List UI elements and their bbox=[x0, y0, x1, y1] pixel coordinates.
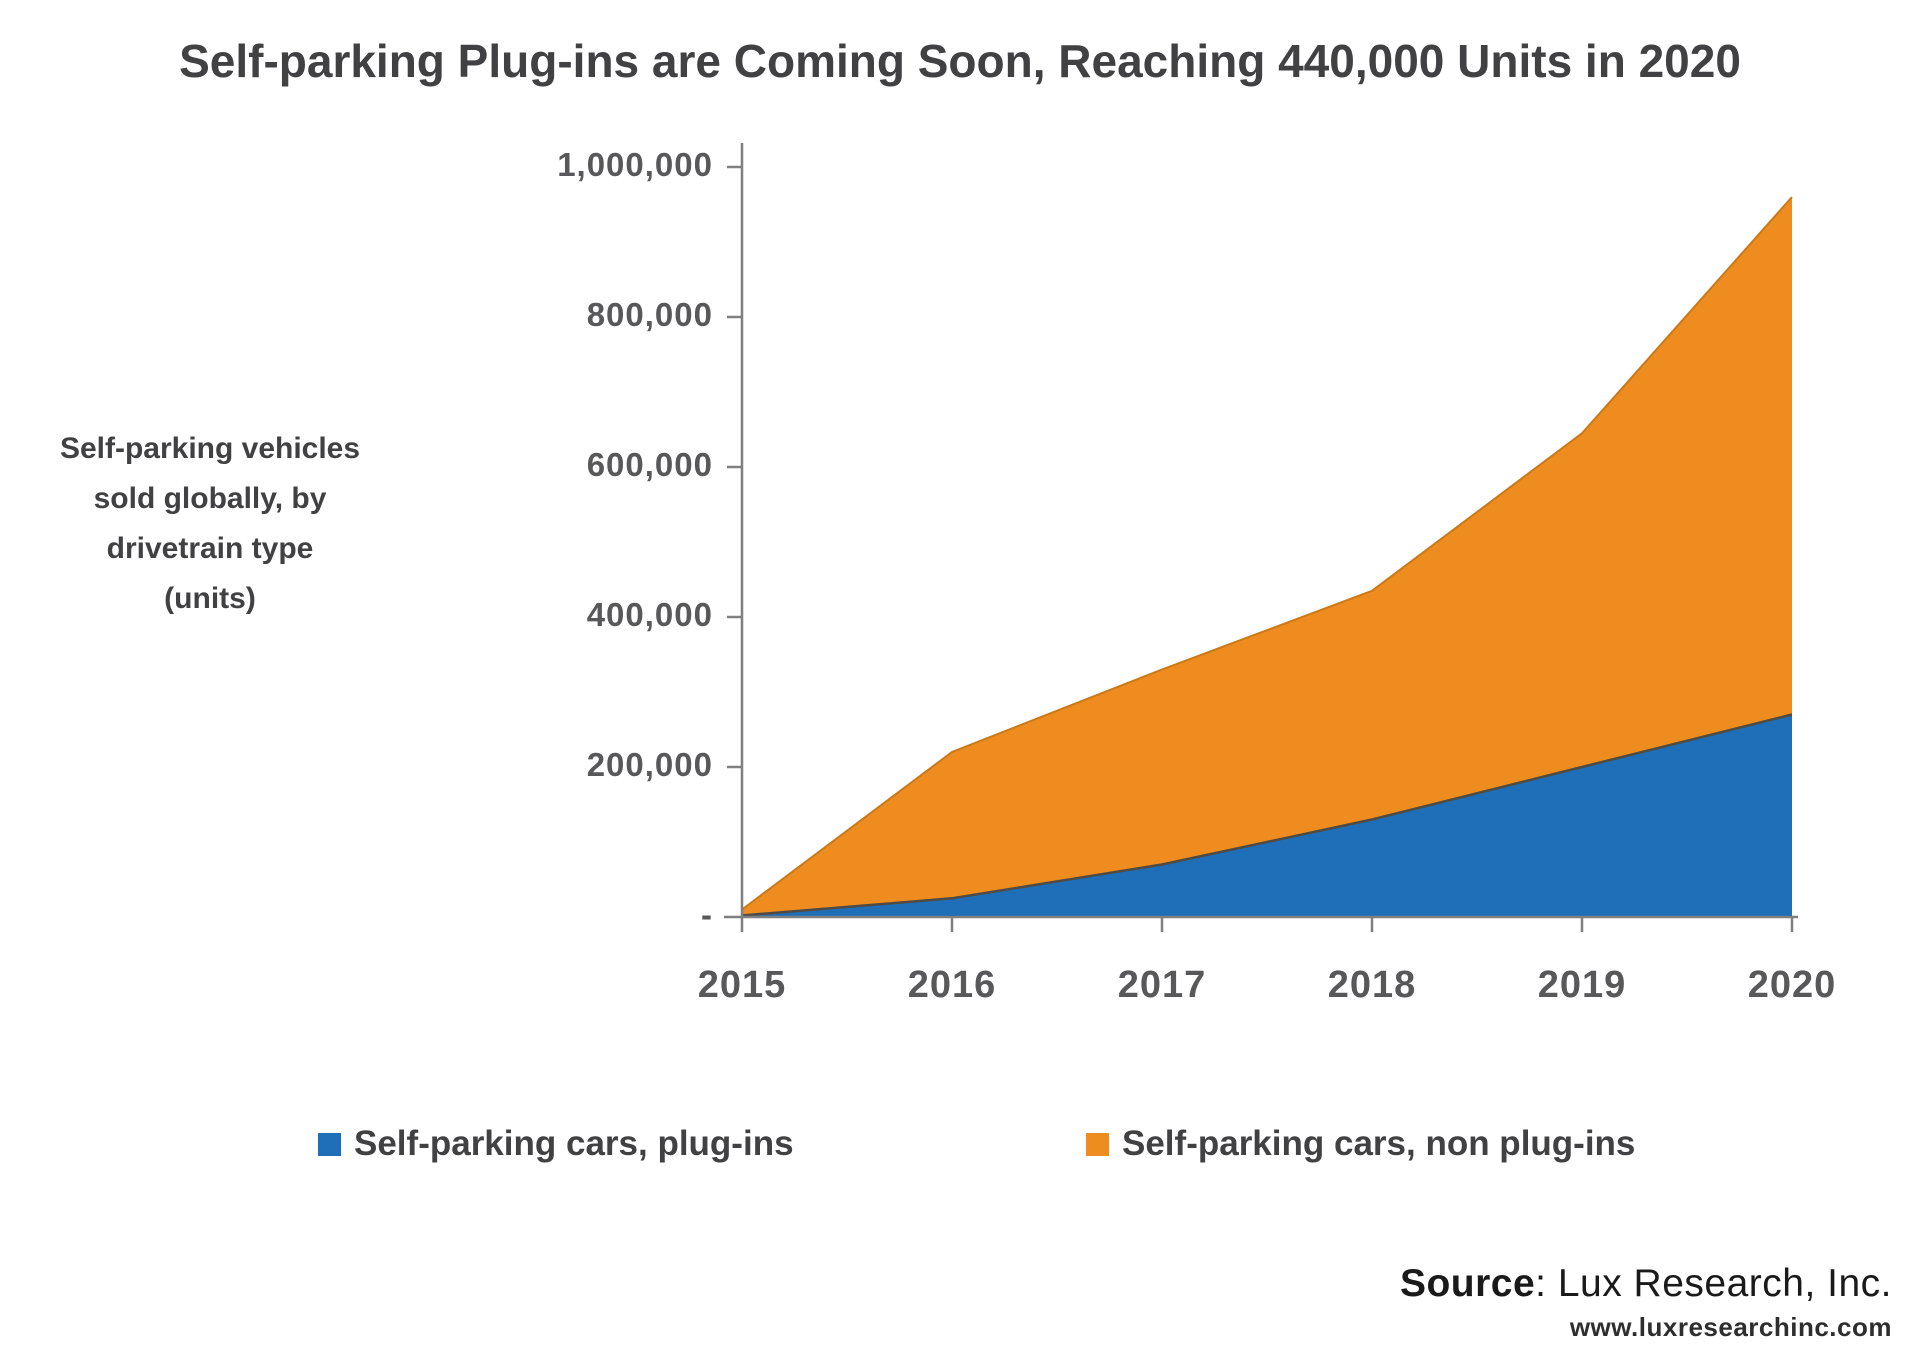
legend-swatch bbox=[318, 1132, 341, 1156]
x-tick-label: 2017 bbox=[1117, 964, 1207, 1006]
y-tick-label: 200,000 bbox=[586, 746, 713, 783]
x-tick-label: 2019 bbox=[1537, 964, 1627, 1006]
legend-label: Self-parking cars, non plug-ins bbox=[1122, 1124, 1636, 1163]
x-tick-label: 2018 bbox=[1327, 964, 1417, 1006]
x-tick-label: 2016 bbox=[907, 964, 997, 1006]
source-attribution: Source: Lux Research, Inc. bbox=[1400, 1262, 1892, 1306]
area-plug-ins bbox=[742, 714, 1792, 917]
legend-item-plug-ins: Self-parking cars, plug-ins bbox=[318, 1124, 794, 1164]
chart-title: Self-parking Plug-ins are Coming Soon, R… bbox=[179, 35, 1741, 87]
legend-item-non-plug-ins: Self-parking cars, non plug-ins bbox=[1086, 1124, 1635, 1164]
series-boundary-line bbox=[741, 713, 1793, 917]
y-axis-title-line: Self-parking vehicles bbox=[59, 432, 361, 465]
source-url: www.luxresearchinc.com bbox=[1569, 1312, 1892, 1342]
y-tick-label: 600,000 bbox=[586, 446, 713, 483]
y-tick-label: 800,000 bbox=[586, 296, 713, 333]
source-text: : Lux Research, Inc. bbox=[1535, 1262, 1892, 1305]
y-tick-label: - bbox=[701, 896, 713, 933]
legend-swatch bbox=[1086, 1132, 1109, 1156]
y-axis-title-line: drivetrain type bbox=[106, 532, 314, 565]
y-axis-title-line: sold globally, by bbox=[93, 482, 327, 515]
y-axis-title: Self-parking vehicles sold globally, by … bbox=[40, 424, 380, 624]
y-tick-label: 400,000 bbox=[586, 596, 713, 633]
area-non-plug-ins bbox=[742, 197, 1792, 916]
source-label: Source bbox=[1399, 1262, 1536, 1305]
source-block: Source: Lux Research, Inc. www.luxresear… bbox=[1400, 1262, 1892, 1343]
area-top-edge bbox=[741, 196, 1793, 911]
x-tick-label: 2015 bbox=[697, 964, 787, 1006]
y-tick-label: 1,000,000 bbox=[557, 146, 713, 183]
legend: Self-parking cars, plug-ins Self-parking… bbox=[0, 1124, 1920, 1174]
x-tick-label: 2020 bbox=[1747, 964, 1837, 1006]
legend-label: Self-parking cars, plug-ins bbox=[354, 1124, 794, 1163]
y-axis-title-line: (units) bbox=[164, 582, 256, 615]
